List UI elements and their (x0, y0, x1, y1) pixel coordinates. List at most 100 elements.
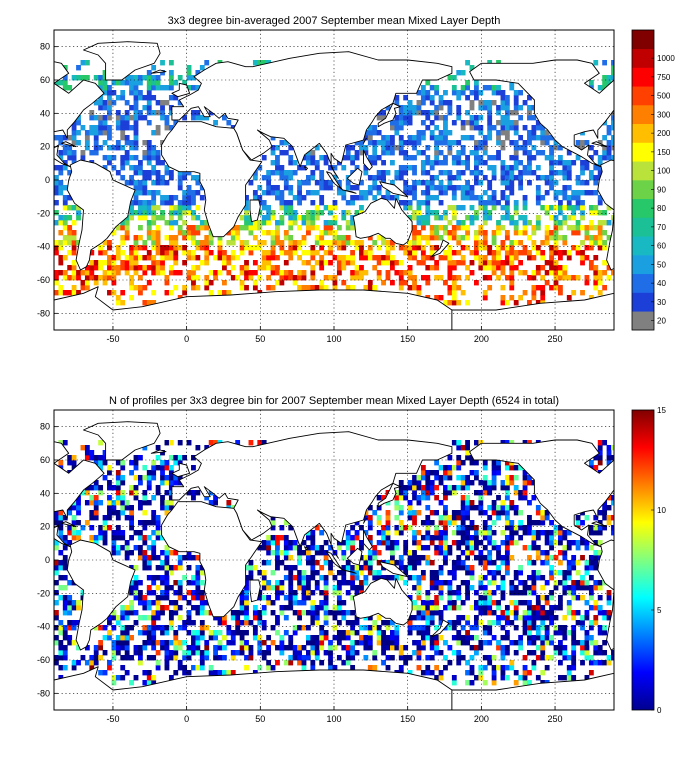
mld-grid-cell (438, 95, 444, 101)
count-grid-cell (155, 595, 161, 601)
count-grid-cell (562, 615, 568, 621)
count-grid-cell (376, 540, 382, 546)
mld-grid-cell (142, 95, 148, 101)
mld-grid-cell (602, 240, 608, 246)
mld-grid-cell (381, 110, 386, 116)
mld-grid-cell (345, 180, 351, 186)
count-grid-cell (571, 630, 577, 636)
count-grid-cell (133, 465, 139, 471)
count-grid-cell (584, 540, 590, 546)
count-grid-cell (111, 655, 117, 661)
mld-grid-cell (133, 185, 139, 191)
count-grid-cell (275, 555, 280, 561)
mld-grid-cell (535, 200, 541, 206)
count-grid-cell (191, 640, 196, 646)
mld-grid-cell (420, 245, 426, 251)
count-grid-cell (111, 615, 117, 621)
count-grid-cell (350, 565, 356, 571)
count-grid-cell (491, 475, 497, 481)
count-grid-cell (474, 635, 479, 641)
count-grid-cell (394, 635, 400, 641)
mld-grid-cell (412, 155, 417, 161)
count-grid-cell (124, 640, 130, 646)
count-grid-cell (292, 575, 298, 581)
mld-grid-cell (540, 290, 546, 296)
count-grid-cell (80, 490, 86, 496)
mld-grid-cell (257, 220, 263, 226)
mld-grid-cell (438, 225, 444, 231)
count-grid-cell (191, 605, 196, 611)
mld-grid-cell (412, 225, 417, 231)
mld-grid-cell (252, 190, 258, 196)
mld-grid-cell (76, 210, 81, 216)
count-grid-cell (407, 560, 413, 566)
count-grid-cell (434, 675, 440, 681)
count-grid-cell (566, 590, 572, 596)
count-grid-cell (310, 640, 316, 646)
mld-grid-cell (412, 280, 417, 286)
mld-grid-cell (522, 125, 528, 131)
count-grid-cell (151, 555, 157, 561)
count-grid-cell (332, 605, 338, 611)
mld-grid-cell (460, 125, 466, 131)
count-grid-cell (549, 610, 554, 616)
mld-grid-cell (186, 65, 192, 71)
colorbar-swatch (632, 198, 654, 218)
mld-grid-cell (385, 245, 391, 251)
mld-grid-cell (531, 135, 537, 141)
mld-grid-cell (204, 275, 210, 281)
mld-grid-cell (447, 150, 453, 156)
count-grid-cell (376, 635, 382, 641)
mld-grid-cell (182, 200, 188, 206)
mld-grid-cell (84, 145, 90, 151)
count-grid-cell (257, 570, 263, 576)
count-grid-cell (443, 470, 448, 476)
mld-grid-cell (602, 210, 608, 216)
coastline (83, 421, 161, 461)
mld-grid-cell (306, 225, 311, 231)
count-grid-cell (584, 545, 590, 551)
count-grid-cell (129, 515, 134, 521)
mld-grid-cell (133, 170, 139, 176)
mld-grid-cell (474, 145, 479, 151)
mld-grid-cell (164, 220, 170, 226)
count-grid-cell (230, 610, 236, 616)
mld-grid-cell (434, 135, 440, 141)
count-grid-cell (420, 570, 426, 576)
mld-grid-cell (323, 160, 329, 166)
mld-grid-cell (279, 195, 285, 201)
count-grid-cell (151, 465, 157, 471)
mld-grid-cell (438, 135, 444, 141)
mld-grid-cell (504, 210, 510, 216)
count-grid-cell (323, 620, 329, 626)
count-grid-cell (478, 610, 484, 616)
count-grid-cell (71, 620, 77, 626)
mld-grid-cell (177, 100, 183, 106)
mld-grid-cell (438, 170, 444, 176)
y-tick-label: -80 (37, 688, 50, 698)
count-grid-cell (451, 540, 457, 546)
mld-grid-cell (513, 210, 519, 216)
mld-grid-cell (332, 285, 338, 291)
mld-grid-cell (593, 275, 599, 281)
mld-grid-cell (509, 190, 515, 196)
count-grid-cell (89, 525, 95, 531)
mld-grid-cell (133, 90, 139, 96)
mld-grid-cell (151, 150, 157, 156)
count-grid-cell (160, 450, 165, 456)
mld-grid-cell (451, 75, 457, 81)
mld-grid-cell (429, 160, 435, 166)
mld-grid-cell (226, 230, 232, 236)
count-grid-cell (363, 515, 369, 521)
count-grid-cell (336, 570, 342, 576)
count-grid-cell (438, 635, 444, 641)
count-grid-cell (451, 680, 457, 686)
mld-grid-cell (155, 110, 161, 116)
count-grid-cell (62, 545, 68, 551)
mld-grid-cell (107, 255, 112, 261)
count-grid-cell (425, 630, 431, 636)
count-grid-cell (597, 460, 603, 466)
mld-grid-cell (288, 250, 294, 256)
mld-grid-cell (288, 245, 294, 251)
mld-grid-cell (412, 165, 417, 171)
